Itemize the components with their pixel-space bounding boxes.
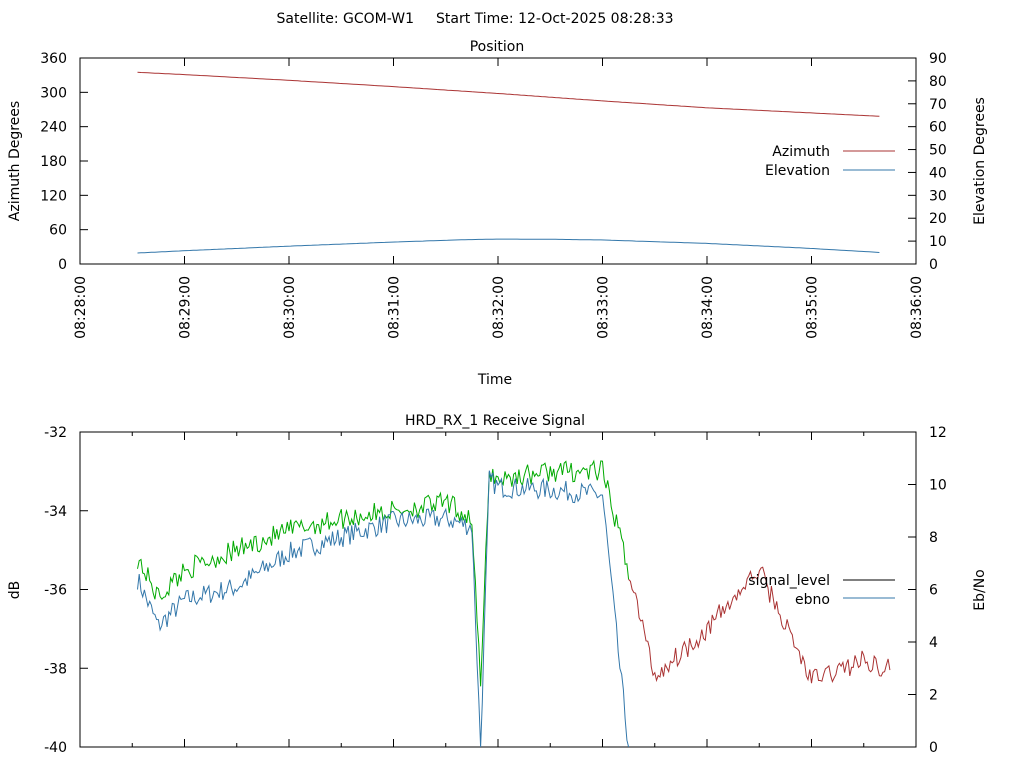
elevation-tick-label: 60	[929, 120, 947, 136]
header-start-time: Start Time: 12-Oct-2025 08:28:33	[436, 11, 674, 27]
elevation-tick-label: 40	[929, 165, 947, 181]
azimuth-tick-label: 240	[40, 120, 67, 136]
ebno-tick-label: 0	[929, 740, 938, 756]
signal-level-line-late	[628, 566, 891, 684]
elevation-tick-label: 70	[929, 97, 947, 113]
elevation-tick-label: 50	[929, 143, 947, 159]
azimuth-line	[137, 71, 880, 117]
time-axis-label: Time	[477, 372, 512, 388]
legend-elevation-label: Elevation	[765, 163, 830, 179]
elevation-tick-label: 0	[929, 257, 938, 273]
elevation-tick-label: 90	[929, 51, 947, 67]
time-tick-label: 08:30:00	[282, 276, 298, 339]
legend-signal-level-label: signal_level	[748, 573, 830, 589]
legend-ebno-label: ebno	[795, 592, 830, 608]
position-plot-frame	[79, 57, 917, 265]
ebno-tick-label: 2	[929, 688, 938, 704]
header-satellite: Satellite: GCOM-W1	[277, 11, 414, 27]
ebno-tick-label: 12	[929, 425, 947, 441]
elevation-tick-label: 20	[929, 211, 947, 227]
ebno-tick-label: 4	[929, 635, 938, 651]
ebno-axis-label: Eb/No	[972, 569, 988, 611]
position-chart-title: Position	[470, 39, 525, 55]
signal-time-ticks	[131, 432, 865, 747]
ebno-tick-label: 8	[929, 530, 938, 546]
azimuth-tick-label: 0	[58, 257, 67, 273]
elevation-line	[137, 238, 880, 254]
elevation-axis-label: Elevation Degrees	[972, 97, 988, 225]
db-tick-label: -40	[44, 740, 67, 756]
db-tick-label: -34	[44, 504, 67, 520]
db-axis-ticks: -40 -38 -36 -34 -32	[44, 425, 88, 756]
elevation-axis-ticks: 0 10 20 30 40 50 60 70 80 90	[908, 51, 947, 273]
db-tick-label: -38	[44, 661, 67, 677]
ebno-tick-label: 6	[929, 583, 938, 599]
azimuth-tick-label: 360	[40, 51, 67, 67]
time-tick-label: 08:36:00	[909, 276, 925, 339]
azimuth-axis-ticks: 0 60 120 180 240 300 360	[40, 51, 88, 273]
time-tick-label: 08:33:00	[596, 276, 612, 339]
db-tick-label: -32	[44, 425, 67, 441]
time-tick-label: 08:32:00	[491, 276, 507, 339]
elevation-tick-label: 10	[929, 234, 947, 250]
ebno-tick-label: 10	[929, 478, 947, 494]
time-tick-label: 08:35:00	[805, 276, 821, 339]
time-tick-label: 08:28:00	[73, 276, 89, 339]
azimuth-tick-label: 300	[40, 85, 67, 101]
db-tick-label: -36	[44, 583, 67, 599]
ebno-line	[137, 470, 630, 748]
azimuth-tick-label: 60	[49, 223, 67, 239]
legend-azimuth-label: Azimuth	[772, 144, 830, 160]
elevation-tick-label: 80	[929, 74, 947, 90]
ebno-axis-ticks: 0 2 4 6 8 10 12	[908, 425, 947, 756]
time-tick-label: 08:31:00	[387, 276, 403, 339]
signal-chart-title: HRD_RX_1 Receive Signal	[405, 413, 585, 429]
azimuth-tick-label: 120	[40, 188, 67, 204]
elevation-tick-label: 30	[929, 188, 947, 204]
time-axis-ticks: 08:28:00 08:29:00 08:30:00 08:31:00 08:32:00…	[73, 58, 925, 339]
time-tick-label: 08:29:00	[178, 276, 194, 339]
db-axis-label: dB	[7, 581, 23, 600]
signal-plot-frame	[79, 431, 917, 748]
azimuth-tick-label: 180	[40, 154, 67, 170]
azimuth-axis-label: Azimuth Degrees	[7, 101, 23, 221]
time-tick-label: 08:34:00	[700, 276, 716, 339]
